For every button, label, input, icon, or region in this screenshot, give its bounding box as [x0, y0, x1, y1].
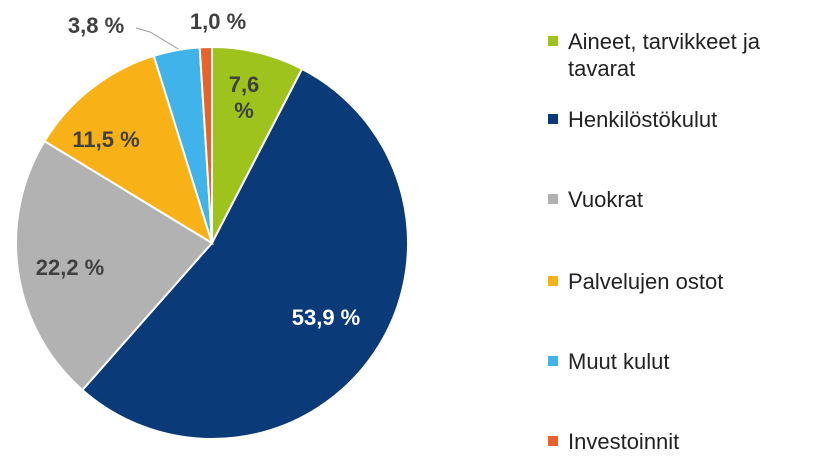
legend-label: Aineet, tarvikkeet ja tavarat — [568, 29, 760, 81]
legend-marker — [548, 356, 558, 366]
data-label: 11,5 % — [72, 127, 140, 152]
legend-label: Henkilöstökulut — [568, 107, 718, 132]
leader-line — [135, 27, 181, 51]
legend-marker — [548, 36, 558, 46]
legend-label: Palvelujen ostot — [568, 269, 724, 294]
data-label: 22,2 % — [35, 255, 105, 280]
legend-marker — [548, 276, 558, 286]
legend-marker — [548, 436, 558, 446]
data-label: 1,0 % — [189, 9, 247, 34]
pie-slice — [43, 54, 214, 246]
legend-marker — [548, 114, 558, 124]
data-label: 53,9 % — [291, 305, 361, 330]
pie-slice — [15, 139, 214, 392]
legend-label: Muut kulut — [568, 349, 670, 374]
pie-slice — [80, 67, 409, 440]
legend-label: Vuokrat — [568, 187, 644, 212]
data-label: 3,8 % — [67, 13, 125, 38]
pie-slice — [211, 45, 304, 244]
legend-marker — [548, 194, 558, 204]
data-label: 7,6 % — [228, 72, 260, 123]
legend-label: Investoinnit — [568, 429, 680, 454]
pie-slice — [198, 45, 213, 244]
